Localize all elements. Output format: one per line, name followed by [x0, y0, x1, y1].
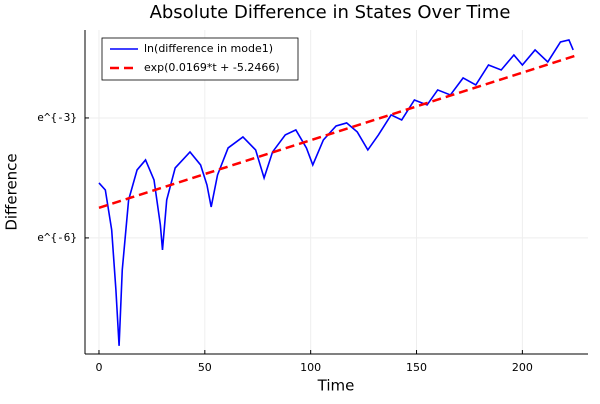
- legend-box: [101, 37, 299, 81]
- x-tick-label: 150: [406, 361, 427, 374]
- legend-label: ln(difference in mode1): [144, 42, 273, 55]
- x-tick-label: 100: [300, 361, 321, 374]
- x-tick-label: 50: [198, 361, 212, 374]
- line-series: [98, 39, 574, 346]
- x-tick-label: 200: [512, 361, 533, 374]
- x-tick-label: 0: [95, 361, 102, 374]
- y-axis-label: Difference: [3, 153, 21, 230]
- x-axis-label: Time: [317, 377, 355, 395]
- y-tick-label: e^{-3}: [37, 111, 77, 124]
- legend-label: exp(0.0169*t + -5.2466): [144, 61, 280, 74]
- y-tick-label: e^{-6}: [37, 231, 77, 244]
- chart-title: Absolute Difference in States Over Time: [150, 2, 511, 23]
